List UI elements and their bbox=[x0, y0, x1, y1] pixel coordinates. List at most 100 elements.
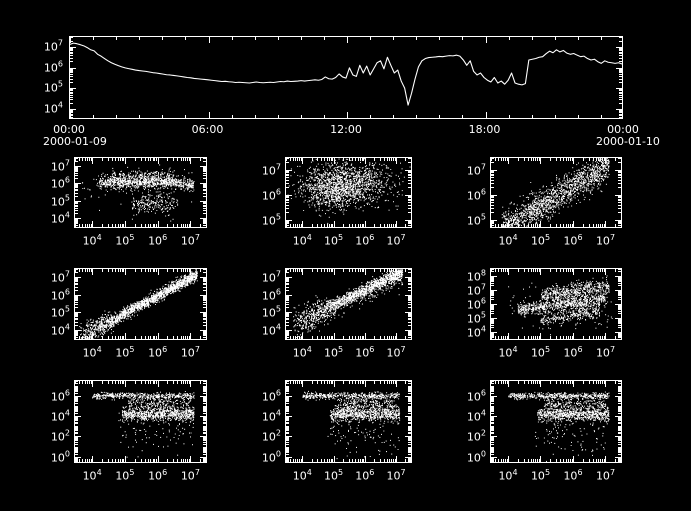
x-minor-tick-top bbox=[517, 381, 519, 384]
y-minor-tick-right bbox=[408, 382, 411, 384]
x-minor-tick-top bbox=[621, 381, 622, 384]
x-minor-tick-top bbox=[615, 269, 617, 272]
y-minor-tick bbox=[75, 437, 78, 439]
x-minor-tick bbox=[185, 115, 187, 118]
y-tick-label: 106 bbox=[261, 187, 281, 202]
x-minor-tick-top bbox=[604, 269, 605, 272]
y-minor-tick-right bbox=[618, 325, 621, 326]
y-minor-tick-right bbox=[618, 446, 621, 448]
x-minor-tick-top bbox=[119, 381, 121, 384]
x-minor-tick-top bbox=[134, 158, 136, 161]
y-minor-tick bbox=[491, 299, 494, 301]
x-tick-label: 105 bbox=[115, 345, 135, 360]
y-minor-tick-right bbox=[408, 204, 411, 206]
x-major-tick-top bbox=[605, 158, 607, 164]
y-minor-tick bbox=[75, 227, 78, 228]
x-minor-tick-top bbox=[523, 381, 525, 384]
y-minor-tick-right bbox=[408, 403, 411, 405]
y-minor-tick bbox=[75, 195, 78, 197]
x-minor-tick-top bbox=[582, 381, 584, 384]
y-minor-tick bbox=[286, 399, 289, 400]
y-minor-tick bbox=[491, 333, 494, 335]
x-major-tick bbox=[124, 456, 126, 462]
x-tick-label: 106 bbox=[148, 345, 168, 360]
y-minor-tick-right bbox=[408, 220, 411, 222]
y-minor-tick bbox=[286, 286, 289, 288]
x-tick-label: 104 bbox=[292, 345, 312, 360]
x-minor-tick-top bbox=[180, 158, 182, 161]
y-minor-tick-right bbox=[408, 313, 411, 315]
y-minor-tick bbox=[286, 289, 289, 291]
y-minor-tick-right bbox=[203, 399, 206, 400]
y-minor-tick-right bbox=[408, 187, 411, 189]
x-minor-tick bbox=[588, 224, 590, 227]
y-minor-tick-right bbox=[618, 276, 621, 278]
x-minor-tick-top bbox=[289, 381, 291, 384]
x-minor-tick-top bbox=[88, 158, 90, 161]
y-minor-tick-right bbox=[203, 438, 206, 440]
y-minor-tick-right bbox=[618, 279, 621, 281]
y-minor-tick bbox=[75, 307, 78, 309]
x-minor-tick-top bbox=[82, 269, 84, 272]
x-minor-tick-top bbox=[167, 158, 169, 161]
x-minor-tick-top bbox=[560, 158, 562, 161]
y-minor-tick bbox=[491, 388, 494, 390]
x-minor-tick bbox=[535, 336, 537, 339]
y-minor-tick bbox=[286, 409, 289, 411]
y-minor-tick bbox=[75, 449, 78, 451]
x-minor-tick bbox=[502, 459, 504, 462]
y-tick-label: 105 bbox=[50, 305, 70, 320]
y-minor-tick-right bbox=[408, 399, 411, 401]
x-minor-tick bbox=[254, 115, 256, 118]
x-minor-tick bbox=[173, 224, 175, 227]
x-minor-tick bbox=[123, 224, 125, 227]
x-minor-tick bbox=[595, 224, 597, 227]
y-minor-tick bbox=[286, 333, 289, 335]
y-minor-tick-right bbox=[203, 460, 206, 462]
y-minor-tick bbox=[491, 426, 494, 428]
x-minor-tick-top bbox=[292, 158, 294, 161]
y-minor-tick bbox=[75, 282, 78, 284]
y-major-tick-right bbox=[405, 169, 411, 171]
y-minor-tick bbox=[70, 102, 73, 104]
x-major-tick bbox=[190, 456, 192, 462]
x-major-tick-top bbox=[396, 269, 398, 275]
x-major-tick bbox=[396, 456, 398, 462]
y-minor-tick-right bbox=[618, 327, 621, 329]
y-minor-tick-right bbox=[203, 427, 206, 429]
x-major-tick bbox=[605, 456, 607, 462]
x-minor-tick-top bbox=[595, 158, 597, 161]
y-minor-tick-right bbox=[203, 324, 206, 326]
x-minor-tick bbox=[504, 336, 506, 339]
y-minor-tick bbox=[491, 429, 494, 431]
x-minor-tick bbox=[330, 459, 332, 462]
y-minor-tick bbox=[491, 403, 494, 405]
y-minor-tick-right bbox=[619, 78, 622, 80]
y-minor-tick bbox=[491, 417, 494, 419]
y-minor-tick-right bbox=[408, 458, 411, 460]
x-minor-tick bbox=[292, 459, 294, 462]
y-minor-tick bbox=[70, 115, 73, 117]
y-minor-tick-right bbox=[203, 396, 206, 398]
x-tick-label: 105 bbox=[530, 233, 551, 248]
x-minor-tick bbox=[563, 336, 565, 339]
y-minor-tick-right bbox=[618, 441, 621, 443]
y-minor-tick-right bbox=[618, 382, 621, 384]
x-minor-tick bbox=[405, 336, 407, 339]
y-minor-tick bbox=[75, 279, 78, 281]
x-minor-tick-top bbox=[93, 37, 95, 40]
x-major-tick-top bbox=[302, 158, 304, 164]
y-minor-tick bbox=[75, 413, 78, 415]
y-minor-tick-right bbox=[203, 426, 206, 428]
y-major-tick bbox=[75, 217, 81, 219]
x-minor-tick bbox=[517, 336, 519, 339]
y-minor-tick bbox=[286, 301, 289, 303]
y-minor-tick-right bbox=[408, 278, 411, 280]
x-major-tick bbox=[70, 112, 71, 118]
x-minor-tick bbox=[582, 459, 584, 462]
x-minor-tick-top bbox=[600, 158, 602, 161]
scatter-points bbox=[508, 275, 613, 336]
y-minor-tick bbox=[75, 396, 78, 398]
y-minor-tick bbox=[286, 225, 289, 227]
x-tick-label: 104 bbox=[82, 345, 102, 360]
